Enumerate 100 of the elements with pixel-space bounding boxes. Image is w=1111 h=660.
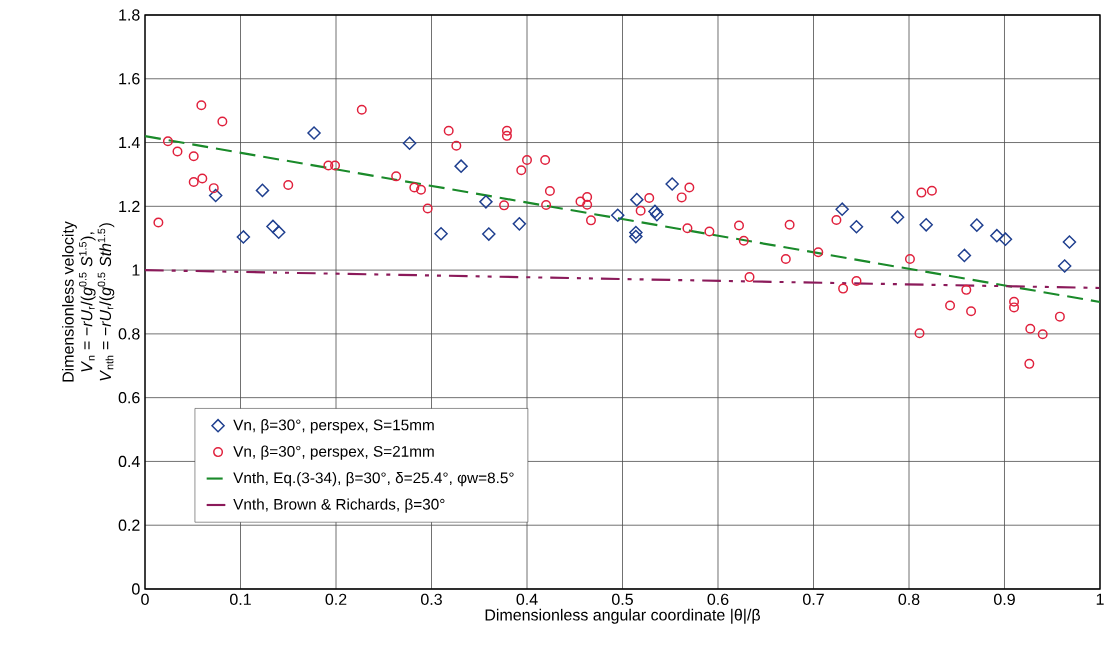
point [585,215,596,226]
point [744,272,755,283]
point [512,217,527,231]
point [849,219,864,234]
point [255,183,270,198]
point [307,126,321,140]
point [1037,329,1048,340]
point [813,247,824,258]
point [676,192,687,203]
point [1009,302,1020,313]
point [197,173,208,184]
point [283,179,294,190]
point [540,155,551,166]
point [1062,235,1077,249]
point [188,177,199,188]
point [172,146,183,157]
point [271,225,286,239]
x-tick-label: 0 [141,593,149,606]
point [153,217,164,228]
point [162,136,173,147]
point [704,226,715,237]
point [1025,323,1036,334]
point [780,253,791,264]
point [356,104,367,115]
point [1054,311,1065,322]
point [831,215,842,226]
x-tick-label: 0.2 [325,593,347,606]
point [629,229,643,244]
point [409,182,420,193]
point [188,151,199,162]
point [402,136,417,150]
x-tick-label: 0.1 [230,593,251,606]
y-tick-label: 1.4 [119,137,140,149]
point [1024,358,1035,369]
x-tick-label: 0.3 [421,593,442,606]
point [966,306,977,317]
text: V$_{n}$ = −rU$_{r}$/(g$^{0.5}$ S$^{1.5}$), [79,232,96,372]
x-tick-label: 1 [1096,593,1104,605]
point [196,100,207,111]
point [838,283,849,294]
point [914,328,925,339]
x-axis-title: Dimensionless angular coordinate |θ|/β [485,608,760,624]
point [501,125,512,136]
point [630,192,644,207]
point [990,228,1004,243]
point [217,116,228,127]
point [482,227,496,241]
point [851,275,862,286]
point [835,202,849,216]
y-tick-label: 1.8 [119,9,140,21]
y-tick-label: 0.6 [118,392,140,404]
point [416,184,427,195]
legend-label: Vnth, Eq.(3-34), β=30°, δ=25.4°, φw=8.5° [233,472,514,487]
point [904,253,915,264]
x-tick-label: 0.8 [898,593,920,606]
y-tick-label: 0.8 [118,328,140,340]
point [582,192,593,203]
point [544,186,555,197]
point [998,232,1013,246]
point [1009,296,1020,307]
y-tick-label: 1.2 [119,200,140,212]
x-tick-label: 0.4 [516,593,538,606]
point [945,300,956,311]
point [323,160,334,171]
point [1057,259,1072,273]
point [916,187,927,198]
point [582,199,593,210]
point [926,185,937,196]
legend-label: Vn, β=30°, perspex, S=21mm [233,445,434,460]
point [479,195,493,209]
point [890,210,905,224]
y-tick-label: 0.2 [118,519,140,531]
point [499,200,510,211]
point [665,177,679,191]
point [957,248,972,263]
point [516,165,527,176]
point [443,125,454,136]
x-tick-label: 0.6 [707,593,729,606]
x-tick-label: 0.7 [803,593,824,606]
point [434,226,448,241]
point [575,196,586,207]
x-tick-label: 0.9 [994,593,1015,606]
point [635,205,646,216]
point [610,208,625,223]
y-tick-label: 0 [132,583,140,595]
text: V$_{nth}$ = −rU$_{r}$/(g$^{0.5}$ Sth$^{1.5}$) [97,223,115,381]
point [682,223,693,234]
y-tick-label: 0.4 [118,455,140,468]
point [451,140,462,151]
point [644,193,655,204]
point [734,220,745,231]
point [454,159,468,173]
point [919,218,933,232]
point [522,155,533,166]
point [684,182,695,193]
point [208,188,223,203]
point [501,130,512,141]
point [738,235,749,246]
text: Dimensionless velocity [62,221,77,382]
point [422,203,433,214]
